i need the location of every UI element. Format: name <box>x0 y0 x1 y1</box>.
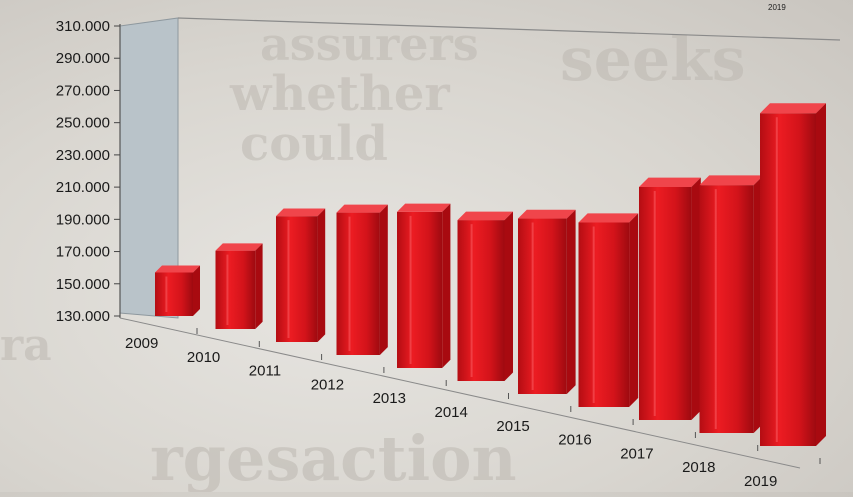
background-text: could <box>240 116 388 172</box>
background-text: rges <box>150 422 300 492</box>
bar-front <box>155 272 193 316</box>
bar-side <box>255 243 263 329</box>
bar-top <box>336 204 388 213</box>
bar <box>457 211 513 381</box>
x-tick-label: 2011 <box>249 363 281 380</box>
bar-side <box>691 177 701 420</box>
bar-front <box>336 212 380 355</box>
y-tick-label: 170.000 <box>56 244 110 261</box>
bar-front <box>276 216 318 342</box>
bar-side <box>442 203 451 368</box>
bar-side <box>379 204 388 355</box>
bar-front <box>518 218 567 394</box>
y-tick-label: 270.000 <box>56 82 110 99</box>
background-text: ra <box>0 320 52 371</box>
bar <box>155 265 200 316</box>
x-tick-label: 2012 <box>311 376 344 393</box>
y-tick-label: 310.000 <box>56 18 110 35</box>
bar-side <box>629 213 639 407</box>
back-wall-top-edge <box>177 17 841 41</box>
background-text: whether <box>229 66 450 122</box>
y-tick-label: 130.000 <box>56 308 110 325</box>
bar <box>578 213 639 407</box>
bar-top <box>457 211 513 221</box>
x-tick-label: 2019 <box>744 473 777 490</box>
bar-top <box>578 213 639 223</box>
floor-edge <box>119 317 801 469</box>
bar <box>760 103 826 446</box>
bar-front <box>578 222 630 407</box>
y-tick-label: 290.000 <box>56 50 110 67</box>
background-text: assurers <box>260 17 479 71</box>
bars <box>155 103 826 446</box>
x-tick-label: 2015 <box>496 418 529 435</box>
x-tick-label: 2016 <box>558 432 591 449</box>
y-tick-label: 150.000 <box>56 276 110 293</box>
y-tick-label: 250.000 <box>56 115 110 132</box>
bar-front <box>397 211 443 368</box>
bar <box>215 243 263 329</box>
x-tick-label: 2013 <box>373 390 406 407</box>
x-tick-label: 2014 <box>435 404 468 421</box>
bar-side <box>504 211 513 381</box>
bar-side <box>816 103 826 446</box>
bar-top <box>639 177 701 187</box>
x-tick-label: 2009 <box>125 335 158 352</box>
bar-top <box>276 208 326 217</box>
bar-side <box>317 208 326 342</box>
y-tick-label: 190.000 <box>56 211 110 228</box>
bar-front <box>215 250 256 329</box>
bar-top <box>518 209 576 219</box>
x-tick-label: 2018 <box>682 459 715 476</box>
x-tick-label: 2017 <box>620 445 653 462</box>
bar-side <box>566 209 576 394</box>
bar-front <box>457 220 505 381</box>
bar-front <box>760 113 816 446</box>
bar <box>397 203 451 368</box>
bar <box>518 209 576 394</box>
bar-side <box>193 265 200 316</box>
bar-top <box>397 203 451 212</box>
bar <box>336 204 388 355</box>
bar-front <box>639 186 692 420</box>
bar-front <box>699 185 754 433</box>
x-tick-labels: 2009 2010 2011 2012 2013 2014 2015 2016 2017 2018… <box>125 328 821 490</box>
bar <box>639 177 701 420</box>
bar-top <box>215 243 263 251</box>
bar-top <box>760 103 826 114</box>
corner-label: 2019 <box>768 3 786 12</box>
y-tick-label: 210.000 <box>56 179 110 196</box>
bar <box>699 175 764 434</box>
bar-top <box>699 175 764 186</box>
bar-top <box>155 265 200 273</box>
x-tick-label: 2010 <box>187 349 220 366</box>
y-tick-label: 230.000 <box>56 147 110 164</box>
bar <box>276 208 326 342</box>
background-text: seeks <box>560 25 745 95</box>
background-text: action <box>300 422 517 492</box>
y-ticks: 310.000 290.000 270.000 250.000 230.000 210.0… <box>56 18 120 325</box>
